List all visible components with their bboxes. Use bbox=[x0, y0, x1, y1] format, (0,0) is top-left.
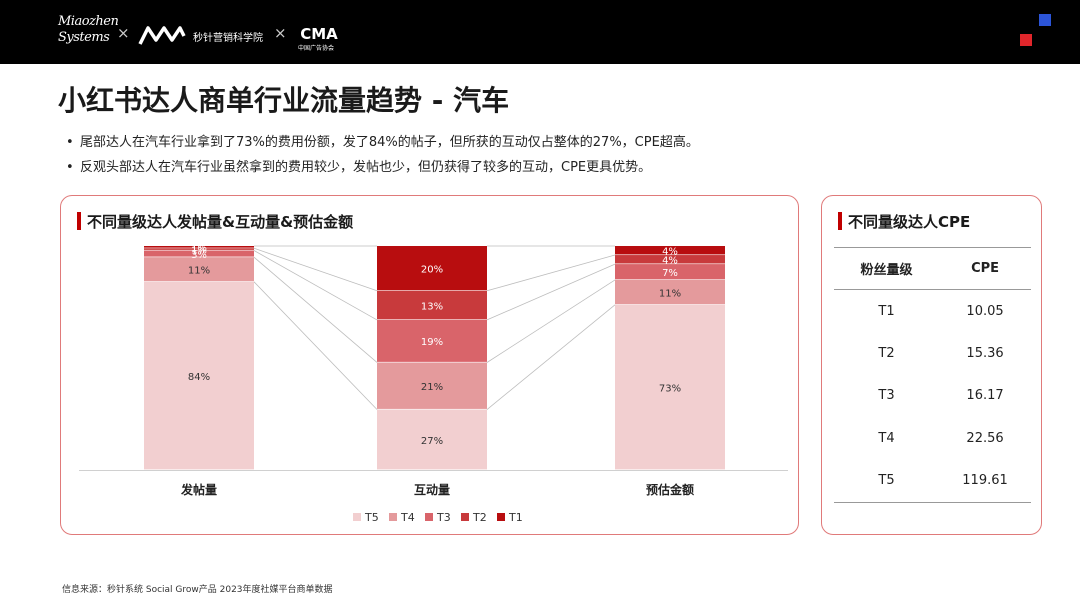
connector-line bbox=[253, 247, 378, 292]
academy-name: 秒针营销科学院 bbox=[193, 33, 263, 44]
cma-logo: CMA bbox=[300, 25, 338, 43]
data-label: 4% bbox=[662, 247, 678, 258]
data-label: 11% bbox=[188, 266, 210, 277]
cpe-panel: 不同量级达人CPE 粉丝量级 CPE T1 10.05 T2 15.36 T3 16.… bbox=[821, 195, 1042, 535]
legend-label: T1 bbox=[508, 511, 523, 524]
table-row: T3 16.17 bbox=[834, 375, 1031, 418]
cpe-header-value: CPE bbox=[939, 247, 1031, 290]
table-row: T4 22.56 bbox=[834, 417, 1031, 460]
data-label: 11% bbox=[659, 288, 681, 299]
cpe-table-header-row: 粉丝量级 CPE bbox=[834, 247, 1031, 290]
bar-segment bbox=[377, 319, 487, 362]
cpe-value: 22.56 bbox=[966, 430, 1004, 446]
miaozhen-logo: Miaozhen Systems bbox=[58, 14, 119, 46]
chart-panel: 不同量级达人发帖量&互动量&预估金额 84% 11% 3% 1% 1% 发帖量 27% 21%… bbox=[60, 195, 799, 535]
data-label: 20% bbox=[421, 264, 443, 275]
connector-line bbox=[486, 254, 616, 292]
cpe-panel-title: 不同量级达人CPE bbox=[838, 211, 970, 232]
decor-square-blue bbox=[1039, 14, 1051, 26]
chart-panel-title: 不同量级达人发帖量&互动量&预估金额 bbox=[77, 211, 353, 232]
cpe-value: 119.61 bbox=[939, 459, 1031, 503]
top-banner: Miaozhen Systems × 秒针营销科学院 × CMA 中国广告协会 bbox=[0, 0, 1080, 64]
legend-label: T2 bbox=[472, 511, 487, 524]
data-label: 13% bbox=[421, 301, 443, 312]
legend-swatch bbox=[389, 513, 397, 521]
bar-segment bbox=[377, 290, 487, 320]
legend-swatch bbox=[461, 513, 469, 521]
bar-segment bbox=[144, 246, 254, 248]
cpe-header-tier: 粉丝量级 bbox=[834, 247, 940, 290]
bar-segment bbox=[144, 257, 254, 282]
bar-segment bbox=[615, 264, 725, 280]
table-row: T5 119.61 bbox=[834, 459, 1031, 503]
cpe-table: 粉丝量级 CPE T1 10.05 T2 15.36 T3 16.17 T4 22.56… bbox=[834, 247, 1031, 503]
miaozhen-logo-line1: Miaozhen bbox=[58, 14, 119, 29]
legend-swatch bbox=[497, 513, 505, 521]
cpe-tier: T5 bbox=[834, 459, 940, 503]
connector-line bbox=[253, 256, 378, 363]
data-label: 73% bbox=[659, 383, 681, 394]
data-label: 27% bbox=[421, 436, 443, 447]
bar-segment bbox=[377, 246, 487, 291]
cpe-tier: T4 bbox=[878, 430, 895, 446]
bar-segment bbox=[377, 409, 487, 470]
connector-line bbox=[253, 281, 378, 410]
cpe-value: 15.36 bbox=[966, 345, 1004, 361]
decor-square-red bbox=[1020, 34, 1032, 46]
bar-segment bbox=[144, 248, 254, 250]
bar-segment bbox=[615, 304, 725, 470]
cpe-value: 10.05 bbox=[966, 303, 1004, 319]
bar-segment bbox=[615, 255, 725, 264]
category-label: 预估金额 bbox=[646, 482, 694, 497]
connector-line bbox=[486, 304, 616, 410]
legend-label: T5 bbox=[364, 511, 379, 524]
bar-segment bbox=[144, 281, 254, 470]
data-label: 1% bbox=[191, 243, 207, 254]
data-label: 3% bbox=[191, 250, 207, 261]
data-label: 1% bbox=[191, 245, 207, 256]
connector-line bbox=[486, 263, 616, 321]
category-label: 发帖量 bbox=[180, 482, 217, 497]
legend-label: T3 bbox=[436, 511, 451, 524]
data-label: 7% bbox=[662, 268, 678, 279]
legend-label: T4 bbox=[400, 511, 415, 524]
cma-sub-text: 中国广告协会 bbox=[298, 45, 335, 52]
bullet-item: 尾部达人在汽车行业拿到了73%的费用份额，发了84%的帖子，但所获的互动仅占整体… bbox=[66, 133, 699, 158]
bar-segment bbox=[615, 246, 725, 255]
cpe-tier: T1 bbox=[878, 303, 895, 319]
connector-line bbox=[253, 250, 378, 321]
page-title: 小红书达人商单行业流量趋势 - 汽车 bbox=[58, 84, 510, 117]
bar-segment bbox=[144, 250, 254, 257]
cma-logo-text: CMA bbox=[300, 25, 338, 43]
data-label: 4% bbox=[662, 256, 678, 267]
cpe-tier: T3 bbox=[878, 388, 895, 404]
legend-swatch bbox=[425, 513, 433, 521]
academy-logo-icon bbox=[138, 26, 186, 45]
data-label: 84% bbox=[188, 372, 210, 383]
stacked-bar-chart: 84%11%3%1%1%发帖量27%21%19%13%20%互动量73%11%7… bbox=[79, 243, 788, 524]
legend-swatch bbox=[353, 513, 361, 521]
data-source-note: 信息来源：秒针系统 Social Grow产品 2023年度社媒平台商单数据 bbox=[62, 585, 333, 595]
category-label: 互动量 bbox=[414, 483, 450, 497]
data-label: 21% bbox=[421, 382, 443, 393]
table-row: T1 10.05 bbox=[834, 290, 1031, 333]
miaozhen-logo-line2: Systems bbox=[58, 30, 110, 45]
connector-line bbox=[486, 279, 616, 363]
bar-segment bbox=[377, 362, 487, 409]
data-label: 19% bbox=[421, 337, 443, 348]
table-row: T2 15.36 bbox=[834, 332, 1031, 375]
cpe-value: 16.17 bbox=[966, 388, 1004, 404]
separator-x-2: × bbox=[274, 24, 287, 42]
bullet-item: 反观头部达人在汽车行业虽然拿到的费用较少，发帖也少，但仍获得了较多的互动，CPE… bbox=[66, 158, 699, 183]
cpe-tier: T2 bbox=[878, 345, 895, 361]
bar-segment bbox=[615, 279, 725, 305]
separator-x: × bbox=[117, 24, 130, 42]
summary-bullets: 尾部达人在汽车行业拿到了73%的费用份额，发了84%的帖子，但所获的互动仅占整体… bbox=[66, 133, 699, 183]
